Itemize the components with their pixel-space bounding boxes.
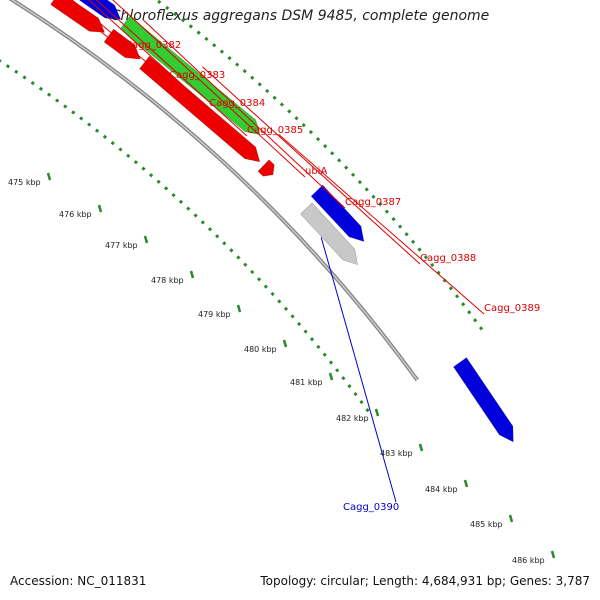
backbone-line	[8, 0, 419, 382]
gene-label: Cagg_0389	[484, 303, 540, 314]
kbp-tick-label: 477 kbp	[105, 241, 138, 250]
kbp-tick-mark	[97, 204, 103, 213]
kbp-tick-label: 483 kbp	[380, 449, 413, 458]
gene-cagg0389	[310, 184, 365, 242]
kbp-tick-mark	[374, 408, 380, 417]
gene-label: Cagg_0384	[209, 98, 265, 109]
kbp-tick-label: 485 kbp	[470, 520, 503, 529]
gene-label: Cagg_0382	[125, 40, 181, 51]
leader-line	[88, 0, 210, 110]
map-title: Chloroflexus aggregans DSM 9485, complet…	[110, 8, 490, 24]
kbp-tick-mark	[418, 443, 424, 452]
kbp-tick-label: 481 kbp	[290, 378, 323, 387]
kbp-tick-mark	[143, 235, 149, 244]
dotted-guides	[0, 0, 485, 416]
accession-text: Accession: NC_011831	[10, 574, 147, 588]
kbp-tick-mark	[328, 372, 334, 381]
kbp-tick-label: 484 kbp	[425, 485, 458, 494]
kbp-tick-label: 475 kbp	[8, 178, 41, 187]
gene-label: Cagg_0390	[343, 502, 399, 513]
leader-line	[320, 237, 397, 503]
dotted-guide-outer	[154, 0, 485, 333]
kbp-tick-label: 482 kbp	[336, 414, 369, 423]
kbp-tick-mark	[46, 172, 52, 181]
kbp-tick-mark	[236, 304, 242, 313]
topology-text: Topology: circular; Length: 4,684,931 bp…	[260, 574, 590, 588]
gene-label: Cagg_0387	[345, 197, 401, 208]
gene-label: ubiA	[305, 166, 327, 177]
gene-label: Cagg_0388	[420, 253, 476, 264]
kbp-tick-label: 479 kbp	[198, 310, 231, 319]
kbp-tick-label: 478 kbp	[151, 276, 184, 285]
genome-backbone	[8, 0, 419, 382]
gene-cagg0390	[300, 202, 358, 266]
kbp-tick-label: 476 kbp	[59, 210, 92, 219]
kbp-tick-mark	[508, 514, 514, 523]
gene-blue-end	[453, 357, 514, 443]
kbp-tick-label: 480 kbp	[244, 345, 277, 354]
dotted-guide-inner	[0, 59, 372, 416]
gene-label: Cagg_0385	[247, 125, 303, 136]
kbp-ticks: 475 kbp 476 kbp 477 kbp 478 kbp 479 kbp 480 k…	[8, 172, 556, 565]
gene-red-j	[257, 159, 275, 177]
leader-line	[95, 0, 248, 137]
backbone-highlight	[11, 0, 418, 381]
leader-line	[278, 134, 485, 315]
kbp-tick-label: 486 kbp	[512, 556, 545, 565]
leader-line	[112, 0, 306, 178]
gene-red-i	[139, 55, 261, 163]
leader-line	[202, 66, 421, 265]
kbp-tick-mark	[189, 270, 195, 279]
gene-labels: Cagg_0382 Cagg_0383 Cagg_0384 Cagg_0385 ubiA…	[60, 0, 540, 513]
gene-features	[50, 0, 514, 443]
kbp-tick-mark	[463, 479, 469, 488]
gene-label: Cagg_0383	[169, 70, 225, 81]
kbp-tick-mark	[550, 550, 556, 559]
leader-line	[143, 19, 346, 209]
leader-line	[60, 0, 126, 52]
gene-red-h	[103, 28, 141, 60]
kbp-tick-mark	[282, 339, 288, 348]
gene-cagg0388	[119, 15, 261, 136]
leader-line	[71, 0, 170, 82]
